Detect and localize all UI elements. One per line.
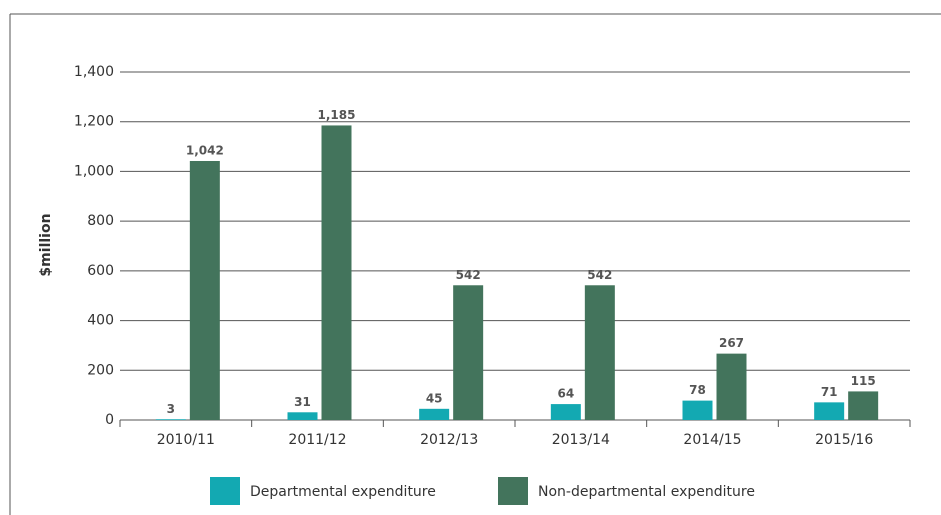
value-label: 78 — [689, 383, 706, 397]
bar — [814, 402, 845, 420]
bar — [584, 285, 615, 420]
bar — [189, 160, 220, 420]
value-label: 64 — [557, 387, 574, 401]
value-label: 267 — [719, 336, 744, 350]
y-tick-label: 800 — [87, 213, 114, 229]
y-tick-label: 1,400 — [74, 64, 114, 80]
value-label: 115 — [851, 374, 876, 388]
value-label: 542 — [587, 268, 612, 282]
bar — [848, 391, 879, 420]
y-tick-label: 0 — [105, 412, 114, 428]
value-label: 45 — [426, 391, 443, 405]
bar — [453, 285, 484, 420]
value-label: 1,185 — [318, 108, 356, 122]
value-label: 3 — [167, 402, 175, 416]
legend-label: Non-departmental expenditure — [538, 484, 755, 500]
bar — [550, 404, 581, 420]
bar — [155, 419, 186, 420]
y-tick-label: 200 — [87, 362, 114, 378]
legend-swatch — [210, 477, 240, 505]
legend-label: Departmental expenditure — [250, 484, 436, 500]
legend-swatch — [498, 477, 528, 505]
x-tick-label: 2010/11 — [157, 432, 215, 448]
x-tick-label: 2013/14 — [552, 432, 610, 448]
bar — [682, 400, 713, 420]
y-tick-label: 400 — [87, 313, 114, 329]
value-label: 71 — [821, 385, 838, 399]
x-tick-label: 2014/15 — [683, 432, 741, 448]
value-label: 542 — [456, 268, 481, 282]
bar — [419, 408, 450, 420]
value-label: 1,042 — [186, 143, 224, 157]
value-label: 31 — [294, 395, 311, 409]
y-tick-label: 1,200 — [74, 114, 114, 130]
bar — [321, 125, 352, 420]
x-tick-label: 2011/12 — [288, 432, 346, 448]
bar — [287, 412, 318, 420]
y-tick-label: 600 — [87, 263, 114, 279]
y-axis-label: $million — [38, 213, 54, 276]
x-tick-label: 2015/16 — [815, 432, 873, 448]
x-tick-label: 2012/13 — [420, 432, 478, 448]
bar — [716, 353, 747, 420]
y-tick-label: 1,000 — [74, 163, 114, 179]
